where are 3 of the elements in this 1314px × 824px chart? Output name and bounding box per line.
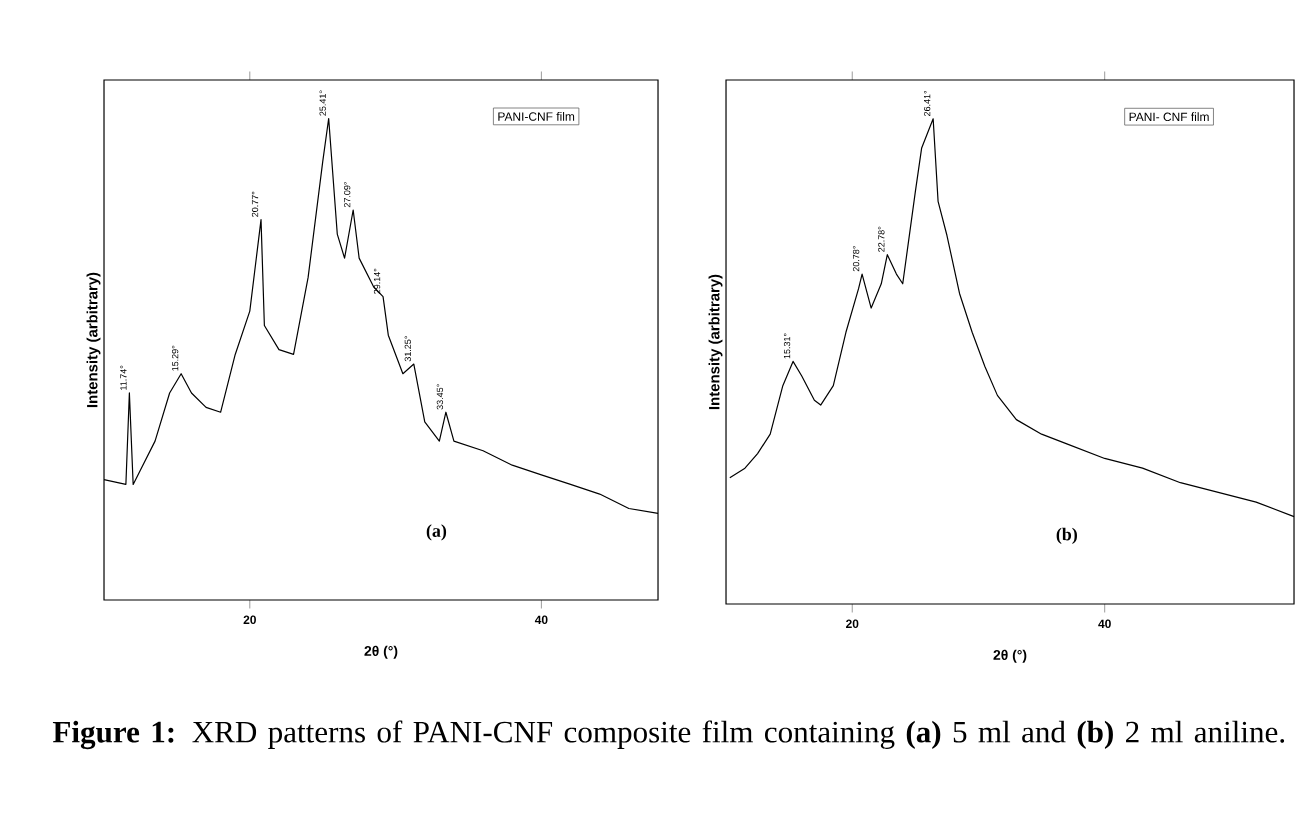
text: Figure 1: XRD patterns of PANI-CNF composite film containing (a) 5 ml and (b) 2 ml aniline. xyxy=(52,720,1285,750)
annotation: (b) xyxy=(1056,527,1077,544)
annotation: (a) xyxy=(426,524,447,541)
